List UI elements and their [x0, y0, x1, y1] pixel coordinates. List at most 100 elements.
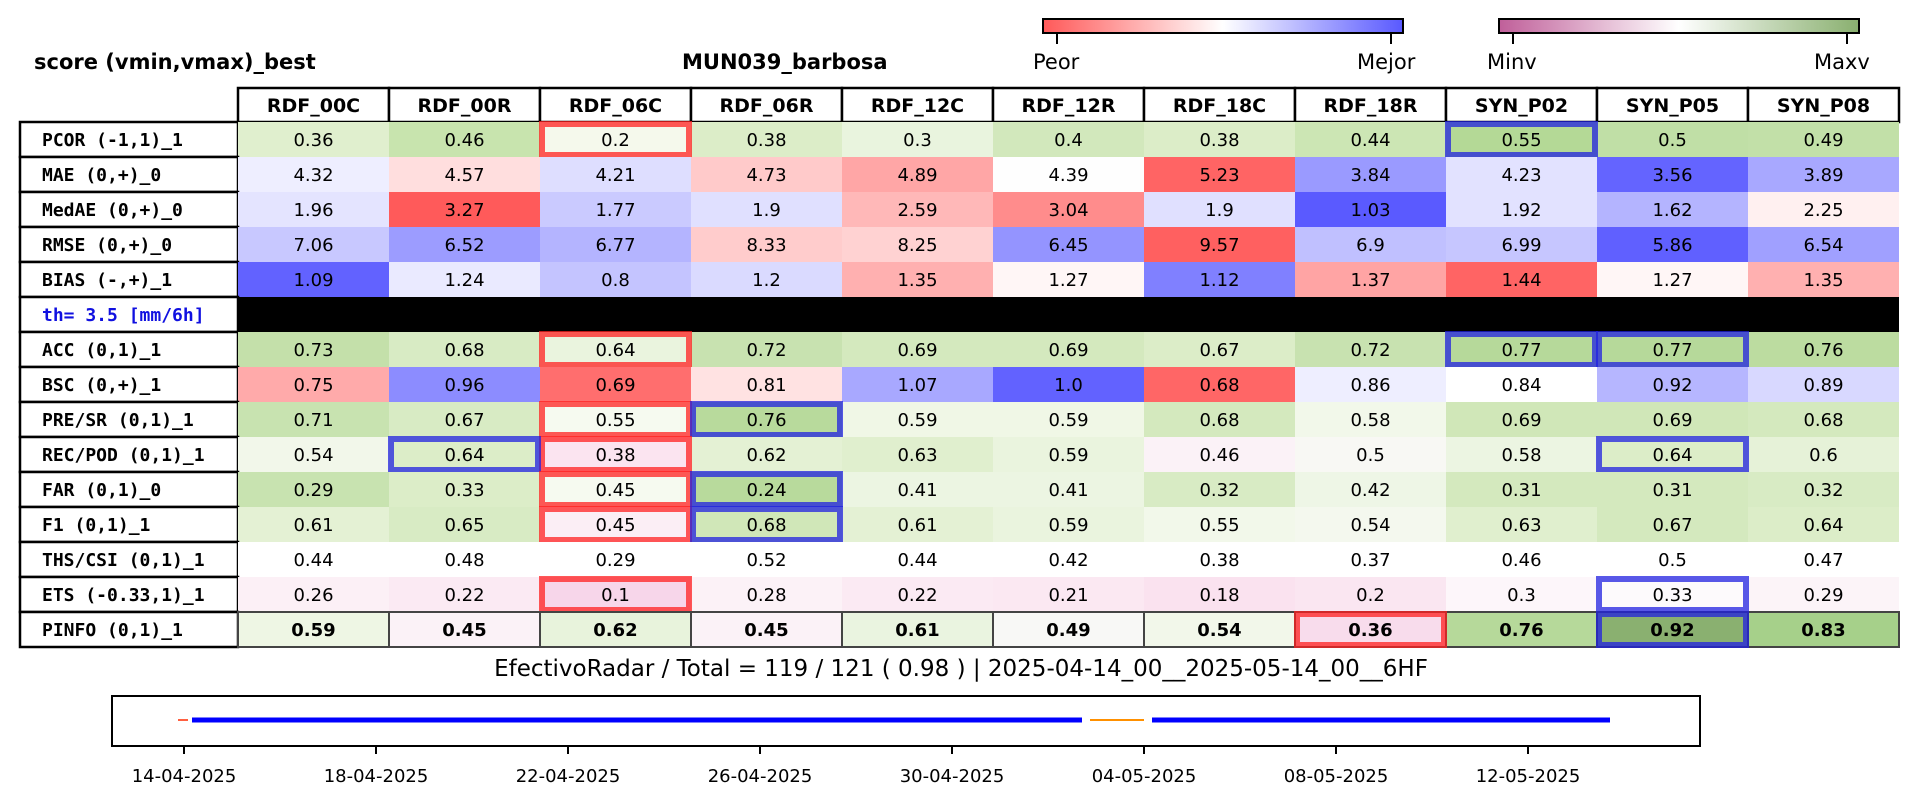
score-value: 0.46 [1199, 445, 1239, 466]
score-value: 3.84 [1350, 165, 1390, 186]
colorbar1-low-label: Peor [1033, 50, 1080, 74]
score-cell [238, 472, 389, 507]
score-value: 0.69 [897, 340, 937, 361]
score-cell [1748, 437, 1899, 472]
colorbar1-high-tick [1390, 34, 1392, 44]
score-value: 0.48 [444, 550, 484, 571]
score-cell [1295, 402, 1446, 437]
score-value: 0.37 [1350, 550, 1390, 571]
column-header-label: RDF_00R [418, 95, 512, 117]
score-value: 9.57 [1199, 235, 1239, 256]
score-value: 0.33 [1652, 585, 1692, 606]
score-cell [539, 611, 692, 648]
best-score-highlight [690, 506, 843, 543]
score-cell [1445, 611, 1598, 648]
score-cell [540, 262, 691, 297]
colorbar2-low-tick [1512, 34, 1514, 44]
footer-summary: EfectivoRadar / Total = 119 / 121 ( 0.98… [494, 656, 1428, 682]
score-cell [540, 577, 691, 612]
score-cell [389, 437, 540, 472]
score-value: 0.45 [744, 620, 788, 641]
score-cell [993, 192, 1144, 227]
colorbar-minv-maxv [1498, 18, 1860, 34]
score-cell [691, 402, 842, 437]
score-cell [1747, 611, 1900, 648]
score-value: 0.81 [746, 375, 786, 396]
score-cell [1597, 472, 1748, 507]
score-value: 0.55 [1501, 130, 1541, 151]
score-cell [1597, 122, 1748, 157]
score-value: 0.72 [1350, 340, 1390, 361]
score-value: 8.33 [746, 235, 786, 256]
score-value: 0.63 [1501, 515, 1541, 536]
score-cell [1748, 402, 1899, 437]
score-cell [993, 507, 1144, 542]
score-value: 0.67 [444, 410, 484, 431]
score-cell [1295, 577, 1446, 612]
score-cell [1446, 437, 1597, 472]
row-label: ACC (0,1)_1 [42, 340, 161, 361]
score-cell [388, 611, 541, 648]
colorbar2-high-tick [1846, 34, 1848, 44]
score-value: 1.37 [1350, 270, 1390, 291]
score-value: 0.68 [444, 340, 484, 361]
score-value: 0.21 [1048, 585, 1088, 606]
colorbar2-low-label: Minv [1487, 50, 1537, 74]
row-label: BSC (0,+)_1 [42, 375, 161, 396]
worst-score-highlight [539, 576, 692, 613]
row-label-cell [18, 505, 240, 544]
score-cell [842, 157, 993, 192]
score-value: 6.45 [1048, 235, 1088, 256]
score-value: 0.73 [293, 340, 333, 361]
colorbar1-high-label: Mejor [1357, 50, 1416, 74]
score-value: 0.61 [895, 620, 939, 641]
score-cell [842, 332, 993, 367]
score-cell [842, 542, 993, 577]
score-value: 0.64 [1803, 515, 1843, 536]
score-value: 0.41 [1048, 480, 1088, 501]
score-value: 1.09 [293, 270, 333, 291]
score-cell [690, 611, 843, 648]
score-cell [993, 122, 1144, 157]
column-header-label: SYN_P05 [1626, 95, 1719, 117]
score-cell [1144, 402, 1295, 437]
score-value: 3.04 [1048, 200, 1088, 221]
score-value: 0.52 [746, 550, 786, 571]
row-label: REC/POD (0,1)_1 [42, 445, 205, 466]
score-value: 5.23 [1199, 165, 1239, 186]
score-value: 0.42 [1048, 550, 1088, 571]
score-cell [842, 472, 993, 507]
score-cell [1143, 611, 1296, 648]
score-cell [1295, 437, 1446, 472]
score-cell [993, 577, 1144, 612]
row-label: PRE/SR (0,1)_1 [42, 410, 194, 431]
score-cell [1446, 472, 1597, 507]
score-cell [691, 332, 842, 367]
score-cell [1597, 507, 1748, 542]
row-label: PCOR (-1,1)_1 [42, 130, 183, 151]
score-value: 0.29 [293, 480, 333, 501]
score-value: 0.55 [1199, 515, 1239, 536]
score-cell [238, 367, 389, 402]
score-cell [1295, 122, 1446, 157]
score-cell [389, 227, 540, 262]
score-value: 0.5 [1658, 130, 1687, 151]
score-value: 0.44 [897, 550, 937, 571]
left-title: score (vmin,vmax)_best [34, 50, 316, 74]
score-cell [1446, 122, 1597, 157]
timeline-tick-label: 22-04-2025 [516, 766, 621, 787]
score-value: 0.38 [746, 130, 786, 151]
score-cell [691, 507, 842, 542]
score-cell [389, 577, 540, 612]
score-value: 0.86 [1350, 375, 1390, 396]
score-value: 0.64 [444, 445, 484, 466]
worst-score-highlight [539, 506, 692, 543]
worst-score-highlight [539, 401, 692, 438]
timeline-tick-label: 26-04-2025 [708, 766, 813, 787]
score-cell [1597, 367, 1748, 402]
score-cell [1446, 192, 1597, 227]
score-cell [389, 472, 540, 507]
score-value: 0.62 [746, 445, 786, 466]
score-value: 0.5 [1356, 445, 1385, 466]
score-cell [1597, 542, 1748, 577]
